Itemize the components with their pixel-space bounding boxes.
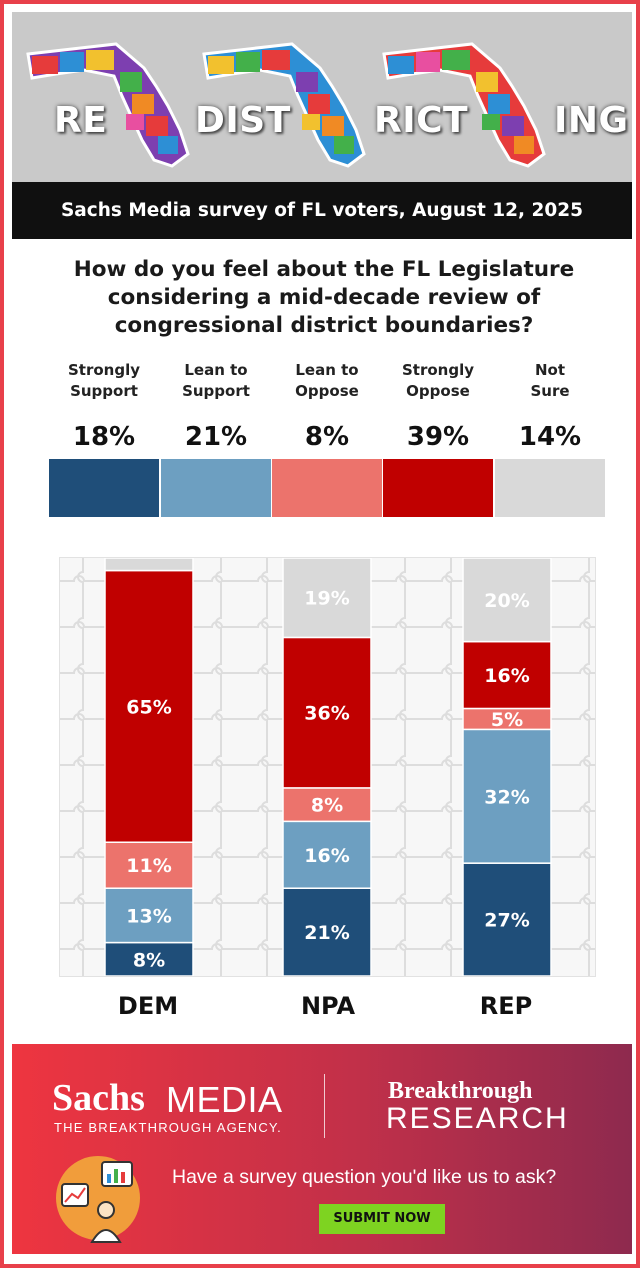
party-chart-panel: 8% 13% 11% 65% 21% 16% 8% 36% 19% 27% 32% 5% 16% 20%	[59, 557, 596, 977]
category-label-strongly-oppose: Strongly Oppose	[383, 360, 493, 402]
category-label-line: Oppose	[295, 382, 359, 400]
category-label-strongly-support: Strongly Support	[49, 360, 159, 402]
overall-swatch-not-sure	[495, 459, 605, 517]
bar-label-npa-lean-oppose: 8%	[311, 795, 343, 817]
bar-rep-lean-support	[462, 728, 552, 864]
florida-puzzle-map-2	[202, 42, 366, 168]
category-label-line: Not	[534, 361, 566, 379]
bar-label-dem-lean-oppose: 11%	[126, 855, 171, 877]
overall-swatch-strongly-support	[49, 459, 159, 517]
submit-now-button[interactable]: SUBMIT NOW	[319, 1204, 445, 1234]
florida-puzzle-map-3	[382, 42, 546, 168]
category-label-lean-to-support: Lean to Support	[161, 360, 271, 402]
bar-npa-lean-support	[282, 820, 372, 889]
bar-label-rep-not-sure: 20%	[484, 590, 529, 612]
category-label-lean-to-oppose: Lean to Oppose	[272, 360, 382, 402]
bar-dem-not-sure	[104, 557, 194, 572]
bar-npa-not-sure	[282, 557, 372, 639]
bar-label-dem-strongly-support: 8%	[133, 949, 165, 971]
overall-swatch-strongly-oppose	[383, 459, 493, 517]
survey-subtitle: Sachs Media survey of FL voters, August …	[12, 182, 632, 239]
category-label-line: Strongly	[67, 361, 140, 379]
sachs-logo-sachs: Sachs	[52, 1077, 145, 1119]
sachs-logo-media: MEDIA	[166, 1079, 283, 1120]
florida-puzzle-map-1	[26, 42, 190, 168]
overall-value-lean-to-support: 21%	[184, 422, 248, 452]
survey-prompt-text: Have a survey question you'd like us to …	[172, 1166, 557, 1188]
bar-label-rep-lean-support: 32%	[484, 786, 529, 808]
category-label-line: Support	[70, 382, 138, 400]
overall-value-not-sure: 14%	[518, 422, 582, 452]
category-label-not-sure: Not Sure	[495, 360, 605, 402]
overall-value-strongly-support: 18%	[72, 422, 136, 452]
bar-npa-strongly-support	[282, 887, 372, 977]
breakthrough-logo-line1: Breakthrough	[388, 1078, 533, 1104]
bar-npa-strongly-oppose	[282, 636, 372, 789]
bar-label-rep-lean-oppose: 5%	[491, 709, 523, 731]
bar-label-npa-strongly-support: 21%	[304, 922, 349, 944]
party-label-rep: REP	[479, 992, 533, 1020]
party-label-dem: DEM	[117, 992, 179, 1020]
category-label-line: Support	[182, 382, 250, 400]
bar-rep-not-sure	[462, 557, 552, 643]
party-stacked-bar-chart: 8% 13% 11% 65% 21% 16% 8% 36% 19% 27% 32% 5% 16% 20%	[60, 557, 595, 977]
category-label-line: Oppose	[406, 382, 470, 400]
banner-word-4: ING	[554, 100, 629, 141]
bar-label-npa-lean-support: 16%	[304, 845, 349, 867]
banner: RE DIST RICT ING	[12, 12, 632, 182]
overall-swatch-lean-to-support	[161, 459, 271, 517]
category-label-line: Lean to	[295, 361, 359, 379]
overall-value-lean-to-oppose: 8%	[304, 422, 350, 452]
logo-divider	[324, 1074, 325, 1138]
banner-word-2: DIST	[195, 100, 291, 141]
banner-word-3: RICT	[374, 100, 469, 141]
breakthrough-logo-line2: RESEARCH	[386, 1102, 569, 1135]
sachs-tagline: THE BREAKTHROUGH AGENCY.	[54, 1120, 282, 1135]
bar-rep-strongly-oppose	[462, 640, 552, 710]
bar-label-rep-strongly-oppose: 16%	[484, 665, 529, 687]
survey-question: How do you feel about the FL Legislature…	[73, 257, 575, 338]
overall-swatch-lean-to-oppose	[272, 459, 382, 517]
category-label-line: Lean to	[184, 361, 248, 379]
banner-word-1: RE	[54, 100, 108, 141]
researcher-illustration-icon	[56, 1156, 140, 1243]
bar-label-npa-strongly-oppose: 36%	[304, 703, 349, 725]
category-label-line: Strongly	[401, 361, 474, 379]
bar-dem-lean-support	[104, 887, 194, 944]
category-label-line: Sure	[530, 382, 570, 400]
party-label-npa: NPA	[300, 992, 356, 1020]
bar-label-npa-not-sure: 19%	[304, 588, 349, 610]
bar-label-dem-strongly-oppose: 65%	[126, 696, 171, 718]
bar-dem-strongly-oppose	[104, 569, 194, 843]
overall-value-strongly-oppose: 39%	[406, 422, 470, 452]
bar-label-rep-strongly-support: 27%	[484, 910, 529, 932]
bar-label-dem-lean-support: 13%	[126, 905, 171, 927]
footer: Sachs MEDIA THE BREAKTHROUGH AGENCY. Bre…	[12, 1044, 632, 1254]
